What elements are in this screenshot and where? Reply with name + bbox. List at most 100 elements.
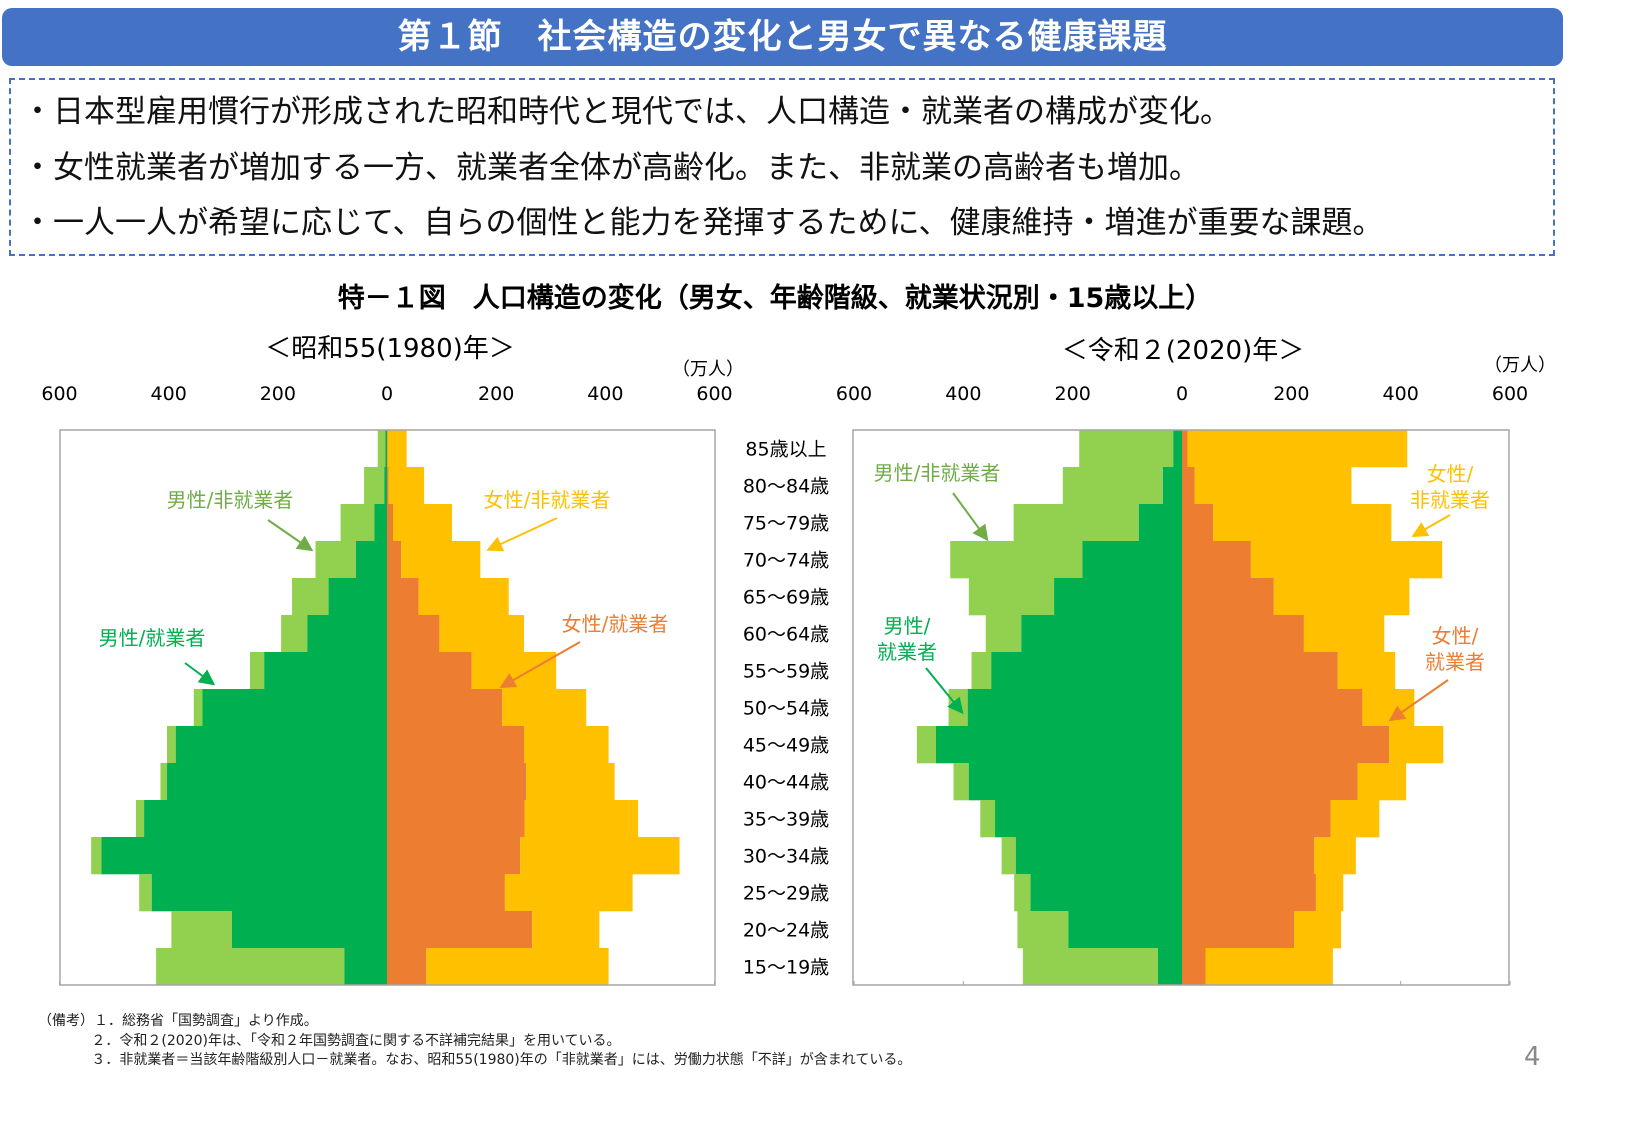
bar-female-employed-2020 xyxy=(1182,504,1214,542)
arrow-male-employed-1980 xyxy=(184,662,216,686)
bar-female-nonemployed-1980 xyxy=(401,541,481,579)
bar-female-nonemployed-1980 xyxy=(502,689,587,727)
bar-male-nonemployed-1980 xyxy=(171,911,232,949)
label-female-employed-2020-line2: 就業者 xyxy=(1425,650,1485,674)
bar-male-nonemployed-2020 xyxy=(1079,430,1174,468)
bar-female-employed-2020 xyxy=(1182,615,1304,653)
age-group-label: 35～39歳 xyxy=(743,809,829,831)
bar-female-employed-2020 xyxy=(1182,800,1331,838)
bullet-3: ・一人一人が希望に応じて、自らの個性と能力を発揮するために、健康維持・増進が重要… xyxy=(22,205,1384,241)
bar-male-employed-2020 xyxy=(967,689,1182,727)
bar-female-nonemployed-2020 xyxy=(1250,541,1443,579)
bar-male-nonemployed-1980 xyxy=(281,615,308,653)
bar-male-nonemployed-2020 xyxy=(1062,467,1163,505)
bar-female-nonemployed-1980 xyxy=(439,615,525,653)
bar-female-nonemployed-2020 xyxy=(1357,763,1407,801)
x-tick-label-2020: 600 xyxy=(1492,383,1528,405)
bar-female-employed-1980 xyxy=(387,874,505,912)
age-group-label: 60～64歳 xyxy=(743,624,829,646)
arrow-male-employed-2020 xyxy=(925,667,964,715)
bar-male-nonemployed-2020 xyxy=(980,800,996,838)
bar-male-employed-2020 xyxy=(1082,541,1182,579)
panel-2020-subtitle: ＜令和２(2020)年＞ xyxy=(1062,336,1304,366)
note-1: １．総務省「国勢調査」より作成。 xyxy=(94,1013,318,1029)
bar-female-employed-2020 xyxy=(1182,911,1295,949)
bar-female-nonemployed-1980 xyxy=(426,948,609,986)
bar-male-employed-2020 xyxy=(968,763,1182,801)
frame-1980 xyxy=(59,429,716,986)
bar-male-employed-1980 xyxy=(374,504,387,542)
bar-male-employed-2020 xyxy=(1021,615,1182,653)
bar-male-employed-1980 xyxy=(144,800,387,838)
bar-female-employed-2020 xyxy=(1182,689,1363,727)
age-group-label: 30～34歳 xyxy=(743,846,829,868)
bar-female-nonemployed-2020 xyxy=(1315,874,1344,912)
bar-male-nonemployed-1980 xyxy=(193,689,203,727)
bar-male-nonemployed-2020 xyxy=(1014,874,1031,912)
summary-box xyxy=(9,78,1555,256)
bar-female-nonemployed-2020 xyxy=(1389,726,1444,764)
bar-male-employed-1980 xyxy=(384,467,387,505)
x-tick-label-1980: 0 xyxy=(381,383,393,405)
bar-female-nonemployed-1980 xyxy=(532,911,600,949)
bar-female-employed-2020 xyxy=(1182,874,1316,912)
arrow-male-nonemployed-1980 xyxy=(267,519,314,552)
age-group-label: 15～19歳 xyxy=(743,957,829,979)
label-female-nonemployed-2020-line1: 女性/ xyxy=(1427,462,1474,486)
bar-male-employed-1980 xyxy=(175,726,387,764)
age-group-label: 65～69歳 xyxy=(743,587,829,609)
unit-label-2020: （万人） xyxy=(1484,355,1556,376)
bar-male-nonemployed-2020 xyxy=(971,652,992,690)
x-tick-label-1980: 400 xyxy=(587,383,623,405)
bar-male-nonemployed-1980 xyxy=(377,430,386,468)
bar-female-nonemployed-2020 xyxy=(1187,430,1408,468)
notes-label: （備考） xyxy=(38,1013,94,1029)
age-group-label: 80～84歳 xyxy=(743,476,829,498)
bar-male-nonemployed-2020 xyxy=(1022,948,1158,986)
bar-male-nonemployed-2020 xyxy=(916,726,936,764)
bar-male-employed-2020 xyxy=(995,800,1182,838)
bar-female-nonemployed-2020 xyxy=(1314,837,1356,875)
x-tick-label-1980: 400 xyxy=(151,383,187,405)
bar-female-nonemployed-1980 xyxy=(524,726,609,764)
bar-female-employed-1980 xyxy=(387,430,388,468)
x-tick-label-1980: 200 xyxy=(260,383,296,405)
arrow-female-employed-2020 xyxy=(1388,679,1449,722)
bar-female-nonemployed-1980 xyxy=(471,652,557,690)
age-group-label: 20～24歳 xyxy=(743,920,829,942)
bar-male-employed-1980 xyxy=(167,763,387,801)
label-female-employed-2020-line1: 女性/ xyxy=(1432,624,1479,648)
bar-male-employed-2020 xyxy=(1162,467,1182,505)
bar-female-employed-1980 xyxy=(387,763,527,801)
bullet-1: ・日本型雇用慣行が形成された昭和時代と現代では、人口構造・就業者の構成が変化。 xyxy=(22,94,1231,130)
bar-male-nonemployed-2020 xyxy=(968,578,1055,616)
x-tick-label-2020: 400 xyxy=(945,383,981,405)
x-tick-label-1980: 600 xyxy=(41,383,77,405)
bar-female-nonemployed-2020 xyxy=(1273,578,1410,616)
arrow-female-employed-1980 xyxy=(499,641,581,688)
bar-female-nonemployed-1980 xyxy=(526,763,615,801)
age-group-label: 85歳以上 xyxy=(745,439,826,461)
bar-female-employed-1980 xyxy=(387,726,525,764)
bar-female-nonemployed-2020 xyxy=(1213,504,1392,542)
bar-male-nonemployed-1980 xyxy=(167,726,176,764)
bar-female-nonemployed-2020 xyxy=(1337,652,1396,690)
label-male-nonemployed-1980: 男性/非就業者 xyxy=(167,488,294,512)
bar-female-nonemployed-2020 xyxy=(1303,615,1385,653)
bar-female-employed-1980 xyxy=(387,911,533,949)
bar-male-nonemployed-1980 xyxy=(139,874,152,912)
age-group-label: 40～44歳 xyxy=(743,772,829,794)
bar-male-nonemployed-1980 xyxy=(156,948,345,986)
bar-male-employed-1980 xyxy=(385,430,387,468)
age-group-label: 45～49歳 xyxy=(743,735,829,757)
bar-female-employed-2020 xyxy=(1182,763,1358,801)
bar-female-nonemployed-1980 xyxy=(504,874,633,912)
bar-male-nonemployed-2020 xyxy=(953,763,969,801)
bar-female-employed-1980 xyxy=(387,615,440,653)
bar-male-employed-1980 xyxy=(202,689,387,727)
notes: （備考）１．総務省「国勢調査」より作成。 ２．令和２(2020)年は、「令和２年… xyxy=(38,1012,911,1071)
label-male-employed-1980: 男性/就業者 xyxy=(99,626,206,650)
label-male-nonemployed-2020: 男性/非就業者 xyxy=(874,461,1001,485)
arrow-female-nonemployed-2020 xyxy=(1411,514,1451,537)
bar-female-employed-2020 xyxy=(1182,948,1206,986)
